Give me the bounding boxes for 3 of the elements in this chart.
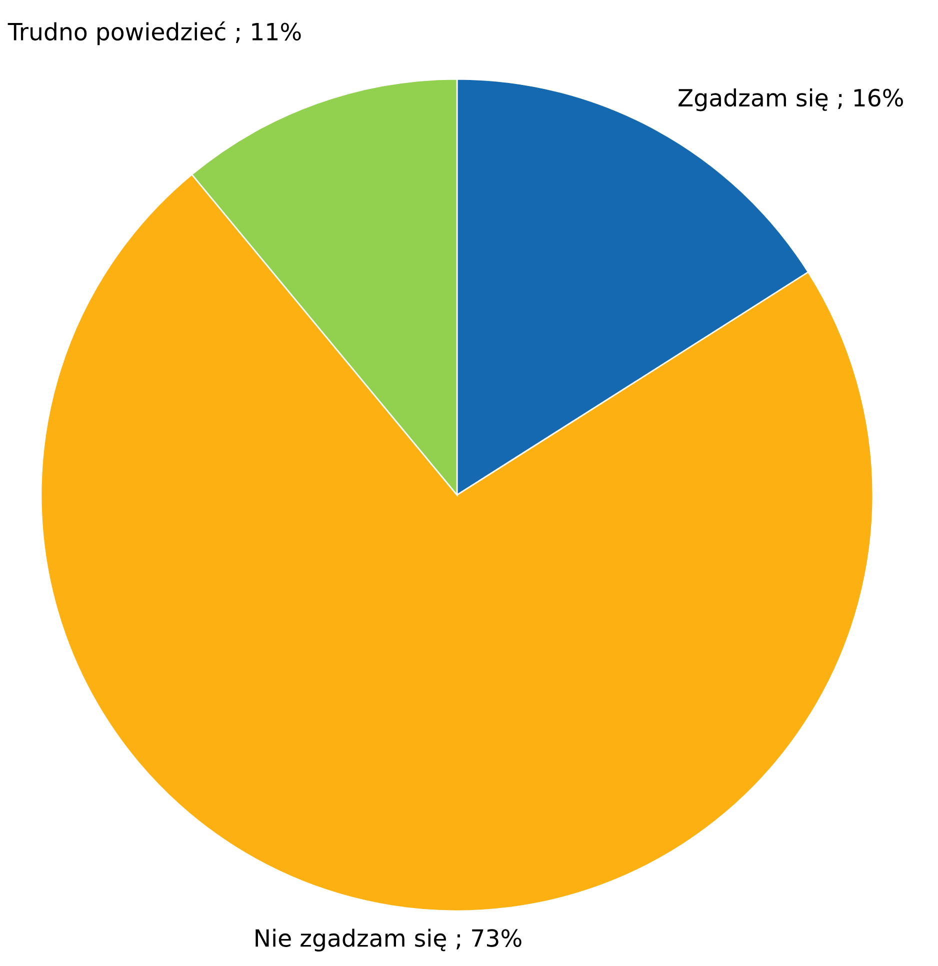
slice-label: Zgadzam się ; 16% — [678, 88, 903, 112]
slice-label: Nie zgadzam się ; 73% — [256, 928, 522, 952]
slice-label: Trudno powiedzieć ; 11% — [8, 21, 301, 46]
